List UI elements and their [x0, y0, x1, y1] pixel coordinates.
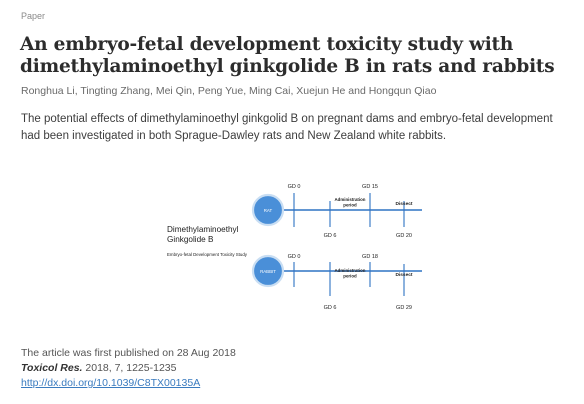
compound-name-line1: Dimethylaminoethyl: [167, 225, 239, 234]
rabbit-dissect-label: Dissect: [395, 272, 412, 278]
first-published-date: The article was first published on 28 Au…: [21, 347, 236, 359]
rat-gd-start: GD 0: [288, 184, 301, 190]
compound-name-line2: Ginkgolide B: [167, 235, 214, 244]
graphical-abstract-diagram: Dimethylaminoethyl Ginkgolide B Embryo-f…: [167, 184, 422, 311]
article-authors: Ronghua Li, Tingting Zhang, Mei Qin, Pen…: [21, 85, 437, 97]
rat-circle: [251, 193, 285, 227]
rabbit-admin-line1: Administration: [335, 268, 366, 273]
rat-gd-admin-start: GD 6: [324, 233, 337, 239]
rabbit-gd-end: GD 29: [396, 305, 412, 311]
citation: Toxicol Res. 2018, 7, 1225-1235: [21, 361, 236, 376]
article-title[interactable]: An embryo-fetal development toxicity stu…: [20, 34, 555, 77]
rat-dissect-label: Dissect: [395, 201, 412, 207]
study-label: Embryo-fetal Development Toxicity Study: [167, 252, 248, 257]
journal-name: Toxicol Res.: [21, 362, 83, 374]
rabbit-circle-label: RABBIT: [260, 269, 276, 274]
rabbit-timeline: RABBIT GD 0 GD 18 Administration period …: [251, 254, 422, 311]
rat-timeline: RAT GD 0 GD 15 Administration period Dis…: [251, 184, 422, 239]
article-kicker: Paper: [21, 11, 46, 21]
publication-info: The article was first published on 28 Au…: [21, 346, 236, 391]
graphical-abstract-image: Dimethylaminoethyl Ginkgolide B Embryo-f…: [160, 172, 428, 322]
rabbit-gd-start: GD 0: [288, 254, 301, 260]
citation-volume-pages: 2018, 7, 1225-1235: [82, 362, 177, 374]
rabbit-admin-line2: period: [343, 274, 357, 279]
rabbit-circle: [251, 254, 285, 288]
rat-gd-admin-end: GD 15: [362, 184, 378, 190]
doi-link[interactable]: http://dx.doi.org/10.1039/C8TX00135A: [21, 377, 201, 389]
rat-admin-line1: Administration: [335, 197, 366, 202]
rat-admin-line2: period: [343, 203, 357, 208]
rat-circle-label: RAT: [264, 208, 273, 213]
rabbit-gd-admin-end: GD 18: [362, 254, 378, 260]
rabbit-gd-admin-start: GD 6: [324, 305, 337, 311]
rat-gd-end: GD 20: [396, 233, 412, 239]
article-abstract: The potential effects of dimethylaminoet…: [21, 113, 553, 142]
